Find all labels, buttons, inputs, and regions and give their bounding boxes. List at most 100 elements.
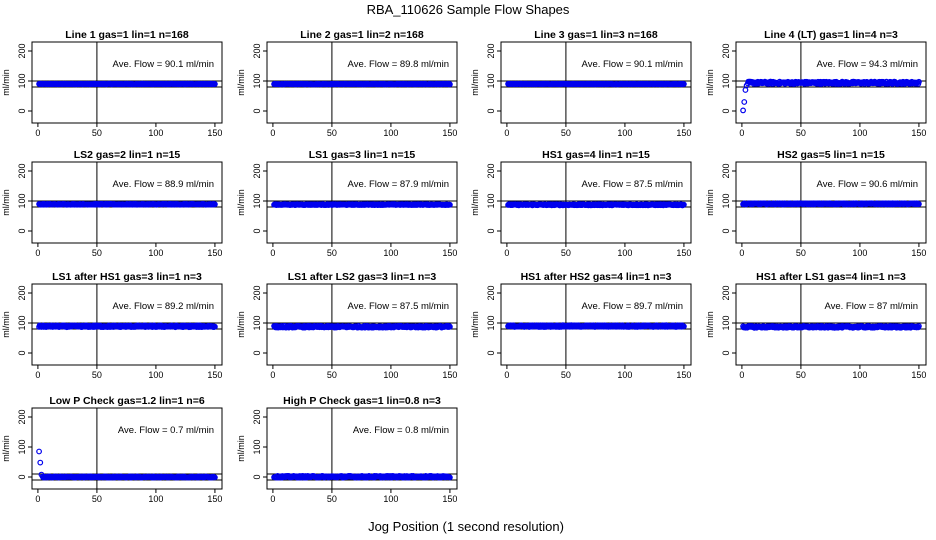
y-tick-label: 200 <box>252 285 262 300</box>
panel-12: HS1 after LS1 gas=4 lin=1 n=3 0 50 100 150 0 1… <box>705 271 927 380</box>
data-point <box>742 87 749 93</box>
data-points <box>271 201 453 208</box>
plot-frame <box>266 283 458 366</box>
x-tick-label: 150 <box>676 370 691 380</box>
data-point <box>447 474 453 481</box>
y-tick-label: 100 <box>486 193 496 208</box>
plot-frame <box>500 283 692 366</box>
data-points <box>505 201 687 209</box>
average-flow-annotation: Ave. Flow = 87.5 ml/min <box>582 179 683 190</box>
data-points <box>36 200 218 208</box>
x-tick-label: 50 <box>327 128 337 138</box>
y-axis-label: ml/min <box>705 311 715 338</box>
panel-11: HS1 after HS2 gas=4 lin=1 n=3 0 50 100 150 0 1… <box>470 271 692 380</box>
plot-frame <box>266 161 458 244</box>
y-axis-label: ml/min <box>236 189 246 216</box>
data-points <box>505 322 687 330</box>
x-tick-label: 150 <box>676 248 691 258</box>
panel-1: Line 1 gas=1 lin=1 n=168 0 50 100 150 0 100 200… <box>1 29 223 138</box>
x-tick-label: 50 <box>92 248 102 258</box>
y-tick-label: 0 <box>17 350 27 355</box>
y-tick-label: 0 <box>252 350 262 355</box>
figure-title: RBA_110626 Sample Flow Shapes <box>367 2 570 17</box>
plot-frame <box>31 41 223 124</box>
x-tick-label: 50 <box>327 494 337 504</box>
data-point <box>741 99 748 105</box>
data-point <box>681 81 687 87</box>
y-tick-label: 200 <box>721 285 731 300</box>
y-tick-label: 200 <box>486 43 496 58</box>
x-tick-label: 50 <box>561 128 571 138</box>
data-point <box>36 448 42 455</box>
plot-frame <box>31 161 223 244</box>
data-point <box>212 201 218 208</box>
x-tick-label: 0 <box>504 248 509 258</box>
y-axis-label: ml/min <box>705 189 715 216</box>
panel-4: Line 4 (LT) gas=1 lin=4 n=3 0 50 100 150 0 100… <box>705 29 927 138</box>
panel-title: HS1 after HS2 gas=4 lin=1 n=3 <box>521 271 672 283</box>
x-tick-label: 100 <box>383 370 398 380</box>
plot-frame <box>31 283 223 366</box>
x-tick-label: 150 <box>442 128 457 138</box>
y-tick-label: 0 <box>252 228 262 233</box>
x-tick-label: 0 <box>35 248 40 258</box>
figure-xlabel: Jog Position (1 second resolution) <box>368 519 564 534</box>
x-tick-label: 100 <box>852 128 867 138</box>
y-axis-label: ml/min <box>1 69 11 96</box>
data-points <box>271 80 453 88</box>
data-point <box>447 323 453 330</box>
panel-title: LS1 gas=3 lin=1 n=15 <box>309 149 416 161</box>
data-point <box>37 459 44 466</box>
panel-5: LS2 gas=2 lin=1 n=15 0 50 100 150 0 100 200 ml/m… <box>1 149 223 258</box>
y-axis-label: ml/min <box>236 435 246 462</box>
x-tick-label: 100 <box>383 494 398 504</box>
y-tick-label: 200 <box>17 163 27 178</box>
x-tick-label: 50 <box>561 248 571 258</box>
data-point <box>212 474 218 481</box>
y-axis-label: ml/min <box>705 69 715 96</box>
average-flow-annotation: Ave. Flow = 87.9 ml/min <box>348 179 449 190</box>
panel-7: HS1 gas=4 lin=1 n=15 0 50 100 150 0 100 200 ml/m… <box>470 149 692 258</box>
y-tick-label: 200 <box>486 163 496 178</box>
y-tick-label: 200 <box>721 43 731 58</box>
panel-title: Line 4 (LT) gas=1 lin=4 n=3 <box>764 29 898 41</box>
x-tick-label: 150 <box>911 248 926 258</box>
y-tick-label: 200 <box>721 163 731 178</box>
panel-14: High P Check gas=1 lin=0.8 n=3 0 50 100 150 0… <box>236 395 458 504</box>
data-points <box>740 323 922 331</box>
y-axis-label: ml/min <box>236 311 246 338</box>
y-tick-label: 200 <box>486 285 496 300</box>
panel-10: LS1 after LS2 gas=3 lin=1 n=3 0 50 100 150 0 1… <box>236 271 458 380</box>
y-tick-label: 100 <box>486 315 496 330</box>
x-tick-label: 0 <box>739 370 744 380</box>
panel-title: Line 2 gas=1 lin=2 n=168 <box>300 29 424 41</box>
x-tick-label: 50 <box>92 128 102 138</box>
x-tick-label: 50 <box>327 370 337 380</box>
panel-title: LS1 after LS2 gas=3 lin=1 n=3 <box>288 271 437 283</box>
y-tick-label: 200 <box>252 43 262 58</box>
panel-3: Line 3 gas=1 lin=3 n=168 0 50 100 150 0 100 200… <box>470 29 692 138</box>
y-tick-label: 200 <box>17 43 27 58</box>
average-flow-annotation: Ave. Flow = 89.8 ml/min <box>348 59 449 70</box>
average-flow-annotation: Ave. Flow = 90.1 ml/min <box>582 59 683 70</box>
data-point <box>916 78 922 85</box>
x-tick-label: 150 <box>207 494 222 504</box>
y-tick-label: 0 <box>486 228 496 233</box>
y-tick-label: 0 <box>721 108 731 113</box>
data-points <box>36 448 218 481</box>
panel-title: Low P Check gas=1.2 lin=1 n=6 <box>49 395 204 407</box>
y-tick-label: 100 <box>486 73 496 88</box>
y-tick-label: 0 <box>486 350 496 355</box>
x-tick-label: 150 <box>442 248 457 258</box>
plot-frame <box>500 41 692 124</box>
data-point <box>681 201 687 208</box>
average-flow-annotation: Ave. Flow = 0.7 ml/min <box>118 425 214 436</box>
x-tick-label: 50 <box>796 370 806 380</box>
average-flow-annotation: Ave. Flow = 90.1 ml/min <box>113 59 214 70</box>
average-flow-annotation: Ave. Flow = 90.6 ml/min <box>817 179 918 190</box>
x-tick-label: 50 <box>327 248 337 258</box>
x-tick-label: 100 <box>617 248 632 258</box>
y-tick-label: 100 <box>252 73 262 88</box>
data-point <box>681 323 687 330</box>
plot-frame <box>31 407 223 490</box>
